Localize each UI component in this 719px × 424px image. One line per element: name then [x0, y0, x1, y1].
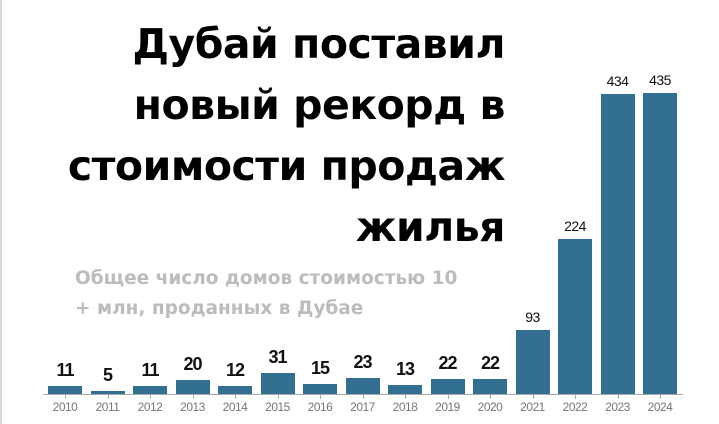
bar-value-label: 12	[225, 360, 245, 380]
bar-2016	[303, 384, 337, 394]
x-axis-tick	[278, 395, 279, 399]
x-axis-tick	[575, 395, 576, 399]
x-axis-tick	[320, 395, 321, 399]
bar-value-label: 224	[564, 218, 586, 234]
bar-value-label: 13	[395, 359, 415, 379]
bar-2010	[48, 386, 82, 394]
x-axis-tick	[65, 395, 66, 399]
subtitle-line-1: Общее число домов стоимостью 10	[75, 268, 458, 289]
bar-value-label: 5	[102, 365, 113, 385]
x-axis-label: 2015	[265, 400, 290, 414]
bar-value-label: 15	[310, 358, 330, 378]
bar-2020	[473, 379, 507, 394]
x-axis-tick	[533, 395, 534, 399]
x-axis-label: 2023	[605, 400, 630, 414]
bar-value-label: 22	[438, 353, 457, 373]
bar-2022	[558, 239, 592, 394]
chart-title: Дубай поставил новый рекорд в стоимости …	[67, 14, 506, 258]
title-line-2: новый рекорд в	[133, 81, 506, 129]
x-axis-label: 2011	[95, 400, 120, 414]
left-border	[0, 0, 2, 424]
x-axis-label: 2013	[180, 400, 205, 414]
bar-value-label: 31	[268, 347, 287, 367]
x-axis-label: 2016	[307, 400, 333, 414]
bar-value-label: 11	[56, 360, 74, 380]
x-axis-tick	[405, 395, 406, 399]
x-axis-label: 2020	[477, 400, 503, 414]
bar-2011	[90, 391, 125, 394]
x-axis-tick	[235, 395, 236, 399]
title-line-4: жилья	[355, 203, 506, 251]
bar-value-label: 20	[183, 354, 202, 374]
x-axis-label: 2012	[137, 400, 163, 414]
x-axis-label: 2010	[52, 400, 78, 414]
x-axis-tick	[150, 395, 151, 399]
bar-value-label: 435	[649, 72, 671, 88]
x-axis-label: 2017	[350, 400, 375, 414]
bar-2013	[175, 380, 210, 394]
subtitle-line-2: + млн, проданных в Дубае	[75, 298, 364, 319]
x-axis-label: 2019	[435, 400, 460, 414]
bar-2015	[260, 373, 295, 394]
x-axis-label: 2014	[222, 400, 248, 414]
x-axis-label: 2024	[647, 400, 673, 414]
x-axis-line	[43, 394, 683, 395]
chart-subtitle: Общее число домов стоимостью 10 + млн, п…	[75, 264, 457, 324]
x-axis-tick	[108, 395, 109, 399]
bar-value-label: 22	[480, 353, 500, 373]
x-axis-label: 2022	[562, 400, 588, 414]
x-axis-tick	[448, 395, 449, 399]
title-line-1: Дубай поставил	[132, 20, 506, 68]
bar-2024	[643, 93, 677, 394]
x-axis-tick	[193, 395, 194, 399]
bar-2019	[430, 379, 465, 394]
x-axis-tick	[618, 395, 619, 399]
bar-value-label: 93	[525, 309, 540, 325]
bar-2012	[133, 386, 167, 394]
bar-value-label: 434	[606, 73, 629, 89]
x-axis-label: 2021	[520, 400, 545, 414]
bar-value-label: 11	[141, 360, 159, 380]
title-line-3: стоимости продаж	[67, 142, 506, 190]
x-axis-tick	[490, 395, 491, 399]
x-axis-tick	[363, 395, 364, 399]
x-axis-label: 2018	[392, 400, 418, 414]
bar-2014	[218, 386, 252, 394]
bar-2021	[515, 330, 550, 394]
x-axis-tick	[660, 395, 661, 399]
bar-2017	[345, 378, 380, 394]
bar-2023	[600, 94, 635, 394]
bar-2018	[388, 385, 422, 394]
bar-value-label: 23	[353, 352, 372, 372]
